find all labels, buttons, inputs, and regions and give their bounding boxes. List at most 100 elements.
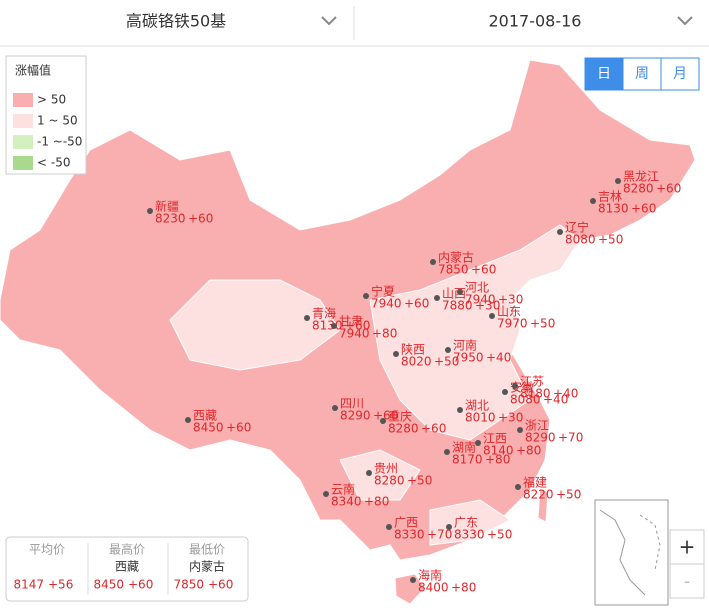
- period-tabs: 日周月: [584, 57, 700, 91]
- product-select[interactable]: 高碳铬铁50基: [126, 12, 226, 31]
- province-dot: [386, 524, 392, 530]
- province-price: 8220: [523, 488, 554, 502]
- province-dot: [444, 449, 450, 455]
- province-dot: [515, 484, 521, 490]
- province-dot: [457, 289, 463, 295]
- province-price: 8340: [331, 495, 362, 509]
- province-name: 新疆: [155, 199, 179, 214]
- province-name: 山东: [497, 305, 521, 319]
- legend-swatch: [13, 135, 33, 149]
- period-tab-label[interactable]: 周: [635, 66, 649, 82]
- province-price: 8290: [525, 431, 556, 445]
- province-name: 西藏: [193, 409, 217, 423]
- province-name: 宁夏: [371, 284, 395, 299]
- province-dot: [517, 427, 523, 433]
- province-dot: [366, 470, 372, 476]
- legend-swatch: [13, 93, 33, 107]
- province-change: +60: [631, 202, 656, 216]
- province-change: +50: [434, 355, 459, 369]
- province-change: +80: [516, 444, 541, 458]
- legend-label: -1 ~-50: [37, 135, 82, 149]
- province-price: 8280: [623, 182, 654, 196]
- province-price: 7940: [339, 327, 370, 341]
- summary-region: 内蒙古: [189, 559, 225, 574]
- province-name: 河南: [453, 338, 477, 353]
- province-name: 甘肃: [339, 315, 363, 329]
- province-change: +30: [475, 299, 500, 313]
- province-dot: [475, 440, 481, 446]
- period-tab[interactable]: [660, 57, 700, 91]
- zoom-in-button[interactable]: [669, 529, 705, 565]
- period-tab-label[interactable]: 日: [597, 66, 611, 82]
- region-shape: [339, 449, 421, 501]
- legend-label: > 50: [37, 93, 66, 107]
- province-price: 8130: [598, 202, 629, 216]
- province-dot: [393, 351, 399, 357]
- period-tab-label[interactable]: 月: [673, 66, 687, 82]
- province-change: +60: [421, 422, 446, 436]
- province-change: +80: [372, 327, 397, 341]
- province-price: 8010: [465, 411, 496, 425]
- summary-label: 最高价: [109, 542, 145, 557]
- province-name: 河北: [465, 281, 489, 295]
- province-name: 湖南: [452, 440, 476, 455]
- province-price: 8020: [401, 355, 432, 369]
- summary-change: +56: [48, 578, 73, 592]
- province-dot: [147, 208, 153, 214]
- date-select[interactable]: 2017-08-16: [489, 12, 582, 31]
- province-dot: [489, 313, 495, 319]
- province-price: 8280: [388, 422, 419, 436]
- region-shape: [369, 224, 581, 441]
- dropdown-arrow[interactable]: [677, 16, 693, 26]
- province-change: +80: [364, 495, 389, 509]
- province-price: 7850: [438, 263, 469, 277]
- province-change: +50: [407, 474, 432, 488]
- province-dot: [363, 293, 369, 299]
- province-price: 8330: [454, 528, 485, 542]
- province-name: 浙江: [525, 419, 549, 433]
- province-change: +50: [598, 233, 623, 247]
- zoom-in-label[interactable]: +: [679, 535, 696, 559]
- province-dot: [331, 323, 337, 329]
- province-name: 四川: [340, 397, 364, 411]
- province-change: +60: [188, 212, 213, 226]
- province-price: 8140: [483, 444, 514, 458]
- province-price: 7880: [442, 299, 473, 313]
- dropdown-arrow[interactable]: [321, 16, 337, 26]
- province-price: 8170: [452, 453, 483, 467]
- zoom-out-button[interactable]: [669, 563, 705, 599]
- province-change: +70: [427, 528, 452, 542]
- province-dot: [446, 524, 452, 530]
- province-dot: [502, 389, 508, 395]
- zoom-out-label[interactable]: -: [684, 571, 691, 592]
- province-name: 重庆: [388, 410, 412, 424]
- legend-box: [5, 55, 87, 175]
- province-name: 江西: [483, 432, 507, 446]
- province-price: 8130: [312, 319, 343, 333]
- province-change: +60: [656, 182, 681, 196]
- province-change: +30: [498, 411, 523, 425]
- summary-label: 平均价: [29, 543, 65, 557]
- province-dot: [557, 229, 563, 235]
- province-name: 江苏: [520, 375, 544, 389]
- province-name: 贵州: [374, 462, 398, 476]
- province-change: +40: [486, 351, 511, 365]
- province-dot: [434, 295, 440, 301]
- south-sea-inset: [594, 499, 669, 606]
- province-change: +40: [553, 387, 578, 401]
- province-name: 吉林: [598, 190, 622, 204]
- province-name: 海南: [418, 568, 442, 583]
- summary-label: 最低价: [189, 543, 225, 557]
- province-dot: [615, 178, 621, 184]
- province-dot: [380, 418, 386, 424]
- period-tab[interactable]: [584, 57, 624, 91]
- region-shape: [537, 487, 549, 523]
- period-tab[interactable]: [622, 57, 662, 91]
- province-price: 8080: [565, 233, 596, 247]
- province-name: 云南: [331, 482, 355, 497]
- province-price: 8330: [394, 528, 425, 542]
- province-change: +60: [373, 409, 398, 423]
